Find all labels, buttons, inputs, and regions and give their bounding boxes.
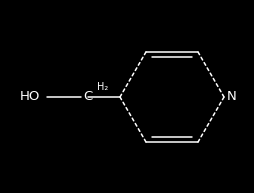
Text: H₂: H₂ xyxy=(97,82,108,92)
Text: C: C xyxy=(83,91,92,103)
Text: N: N xyxy=(226,91,236,103)
Text: HO: HO xyxy=(20,91,40,103)
